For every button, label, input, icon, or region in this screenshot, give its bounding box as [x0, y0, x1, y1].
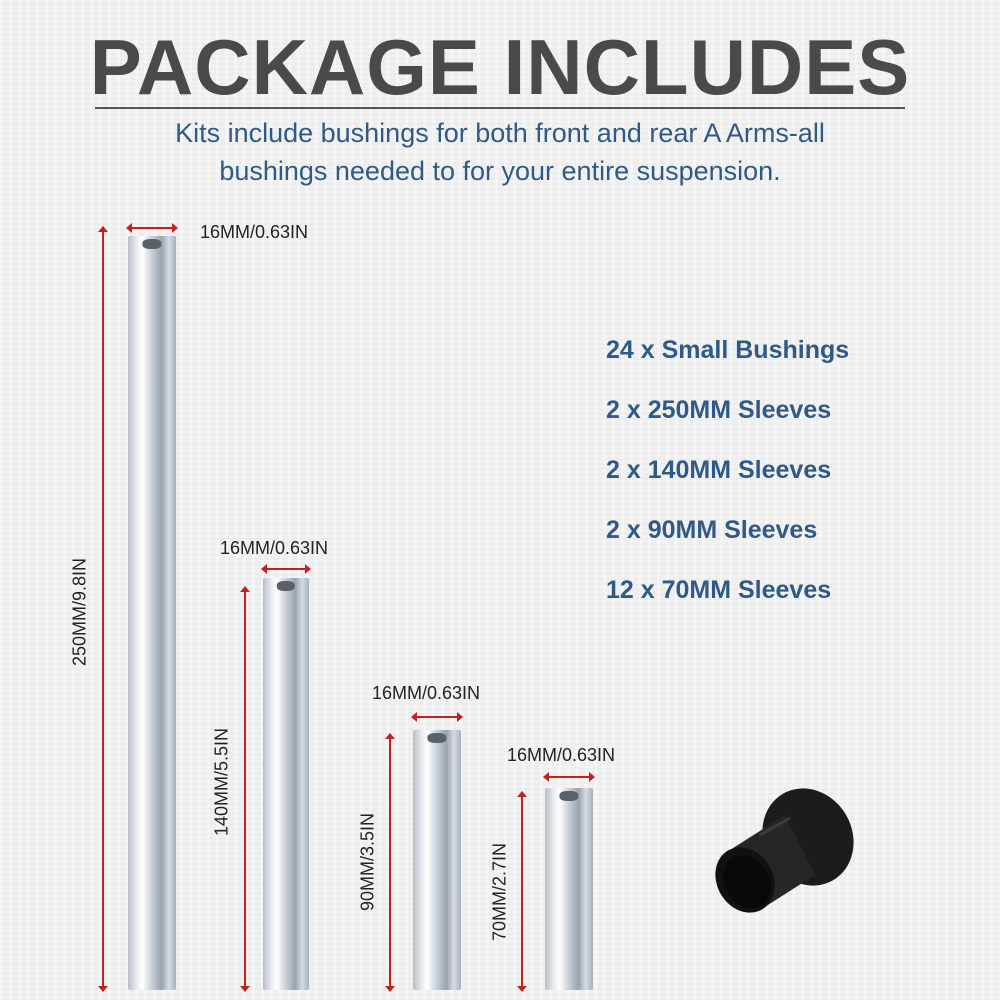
width-label: 16MM/0.63IN — [200, 222, 309, 242]
list-item: 2 x 90MM Sleeves — [606, 516, 818, 544]
width-arrow — [543, 772, 595, 782]
list-item: 12 x 70MM Sleeves — [606, 576, 832, 604]
list-item: 2 x 250MM Sleeves — [606, 396, 832, 424]
small-bushing-image — [715, 788, 854, 913]
width-arrow — [261, 564, 311, 574]
length-label: 70MM/2.7IN — [489, 842, 510, 942]
sleeve-250mm — [128, 236, 176, 990]
title-divider — [95, 107, 905, 109]
subtitle-line-1: Kits include bushings for both front and… — [175, 118, 825, 148]
sleeve-140mm — [263, 578, 309, 990]
length-label: 140MM/5.5IN — [211, 727, 232, 837]
page-title: PACKAGE INCLUDES — [89, 23, 911, 111]
length-arrow — [517, 791, 527, 992]
sleeve-90mm — [413, 730, 461, 990]
length-label: 90MM/3.5IN — [357, 812, 378, 912]
subtitle-line-2: bushings needed to for your entire suspe… — [219, 156, 781, 186]
length-label: 250MM/9.8IN — [69, 557, 90, 667]
list-item: 2 x 140MM Sleeves — [606, 456, 832, 484]
length-arrow — [98, 226, 108, 992]
width-arrow — [126, 223, 178, 233]
sleeve-70mm — [545, 788, 593, 990]
width-arrow — [411, 712, 463, 722]
length-arrow — [240, 586, 250, 992]
width-label: 16MM/0.63IN — [220, 538, 329, 558]
width-label: 16MM/0.63IN — [507, 745, 616, 765]
width-label: 16MM/0.63IN — [372, 683, 481, 703]
length-arrow — [385, 733, 395, 992]
list-item: 24 x Small Bushings — [606, 336, 850, 364]
